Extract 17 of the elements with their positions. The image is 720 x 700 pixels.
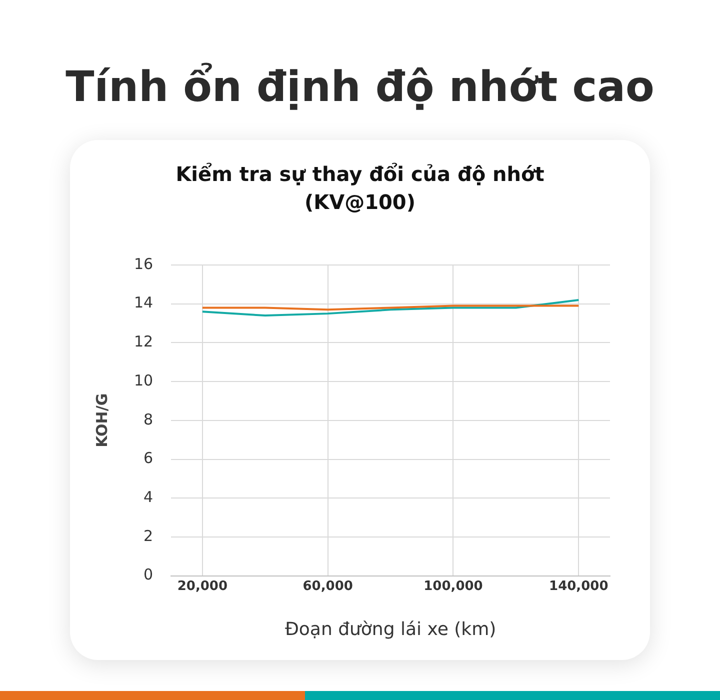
x-tick-label: 100,000 <box>424 578 483 594</box>
y-tick-label: 4 <box>144 488 154 506</box>
chart-title: Tính ổn định độ nhớt cao <box>64 62 656 111</box>
y-tick-label: 14 <box>134 294 154 312</box>
x-tick-label: 140,000 <box>549 578 608 594</box>
x-axis-title: Đoạn đường lái xe (km) <box>284 618 496 640</box>
y-tick-label: 10 <box>134 371 154 390</box>
y-axis-title: KOH/G <box>92 393 111 448</box>
y-tick-label: 6 <box>144 449 154 468</box>
x-tick-label: 60,000 <box>302 578 353 594</box>
y-tick-label: 8 <box>144 410 154 428</box>
y-tick-label: 2 <box>144 526 154 545</box>
y-tick-label: 0 <box>144 566 154 584</box>
y-tick-label: 12 <box>134 332 154 351</box>
x-tick-label: 20,000 <box>177 578 228 594</box>
y-tick-label: 16 <box>134 254 154 273</box>
chart-subtitle: Kiểm tra sự thay đổi của độ nhớt (KV@100) <box>174 161 546 216</box>
